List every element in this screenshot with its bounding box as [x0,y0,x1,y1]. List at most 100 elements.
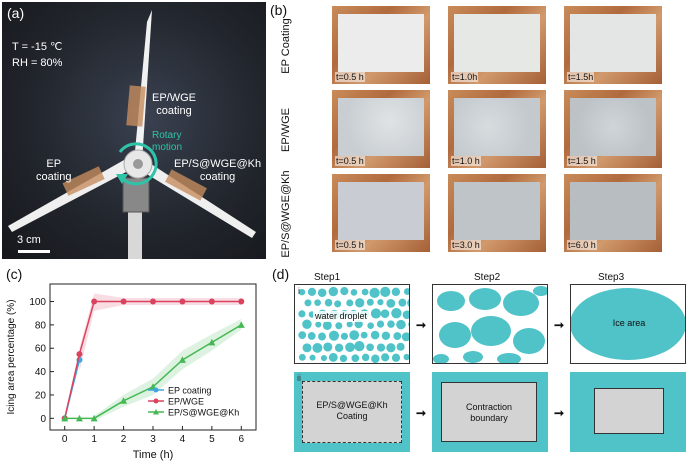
ep-s-wge-kh-error-band [94,319,242,421]
water-droplet [307,332,316,340]
water-droplet [402,310,409,320]
label-line: EP/WGE [152,92,197,104]
water-droplet [328,330,340,341]
water-droplet [376,320,385,328]
water-droplet [304,299,312,307]
y-axis-label: Icing area percentage (%) [6,299,17,414]
ep-wge-point [150,298,156,305]
photo-ep-wge-1: t=0.5 h [332,90,430,168]
water-droplet [369,287,380,299]
time-label: t=6.0 h [567,240,597,250]
arrow-right-icon: ➞ [554,318,565,332]
merged-droplet [437,291,465,311]
water-droplet [370,308,382,319]
ep-s-wge-kh-line [64,324,242,420]
water-droplet [309,354,316,361]
ep-wge-line [63,300,242,419]
water-droplet [398,298,407,307]
water-droplet-label: water droplet [313,311,370,322]
ep-s-wge-kh-point [120,397,128,404]
arrow-right-icon: ➞ [554,406,565,420]
row-label-ii: ii [297,373,301,383]
water-droplet [391,353,401,362]
coating-surface [570,182,656,240]
water-droplet [298,331,307,340]
label-line: Contraction [465,402,513,412]
ep-wge-point [91,298,98,305]
row-label-ep-wge: EP/WGE [280,107,292,153]
merged-droplets-pattern [433,286,547,363]
y-tick-label: 20 [35,390,47,401]
ep-s-wge-kh-point [90,414,98,422]
ep-wge-point [76,351,83,358]
humidity-text: RH = 80% [12,57,63,69]
time-label: t=1.5h [567,72,595,82]
ep-s-wge-kh-point [178,356,186,363]
photo-ep-s-wge-kh-3: t=6.0 h [564,174,662,252]
water-droplet [393,332,402,340]
water-droplet [376,343,386,352]
label-line: coating [199,171,236,183]
water-droplet [386,298,396,308]
ep-s-wge-kh-point [208,338,216,346]
contraction-boundary-label: Contraction boundary [446,402,532,424]
water-droplet [328,352,338,362]
shrunk-area [594,388,664,434]
water-droplet [387,320,395,328]
water-droplet [351,354,360,363]
step-1-label: Step1 [314,272,341,283]
merged-droplet [439,322,471,348]
row-label-i: i [298,286,300,296]
x-tick-label: 0 [62,434,68,445]
ep-s-wge-kh-point [237,321,245,328]
panel-d-schematic: (d) Step1 Step2 Step3 i water droplet ➞ … [270,262,692,465]
x-tick-label: 4 [180,434,186,445]
rotary-motion-label: Rotary motion [152,130,182,154]
step-2-label: Step2 [474,272,501,283]
water-droplet [334,300,342,308]
water-droplet [328,286,339,297]
coating-surface [338,182,424,240]
photo-ep-s-wge-kh-2: t=3.0 h [448,174,546,252]
label-line: Coating [336,411,368,421]
label-ep-wge-coating: EP/WGE coating [152,92,196,118]
time-label: t=1.0h [451,72,479,82]
x-tick-label: 5 [209,434,215,445]
water-droplet [403,288,409,295]
ep-s-wge-kh-point [61,414,69,422]
time-label: t=0.5 h [335,156,365,166]
coating-border-box-1: ii EP/S@WGE@Kh Coating [294,372,410,452]
coating-surface [338,98,424,156]
ep-wge-point [120,298,127,305]
arrow-right-icon: ➞ [416,406,427,420]
row-label-ep-coating: EP Coating [280,18,292,74]
scale-bar [18,250,50,253]
label-ep-s-wge-kh-coating: EP/S@WGE@Kh coating [174,158,261,184]
ep-s-wge-kh-point [75,414,83,422]
merged-droplet [503,290,539,316]
y-tick-label: 100 [29,297,46,308]
merged-droplet [533,286,547,296]
x-axis-label: Time (h) [133,449,174,461]
x-tick-label: 6 [239,434,245,445]
temperature-text: T = -15 ℃ [12,41,63,53]
water-droplet [380,286,391,297]
photo-ep-coating-2: t=1.0h [448,6,546,84]
water-droplet [360,331,368,339]
water-droplet [318,332,327,341]
water-droplet [408,322,409,327]
water-droplet [323,342,333,352]
coating-area [302,381,402,443]
legend-marker-ep-wge [153,398,159,404]
water-droplet [396,342,405,351]
water-droplet [381,353,390,362]
water-droplet [366,298,374,306]
water-droplet [322,320,332,330]
step2-merged-box [432,284,548,364]
coating-surface [454,98,540,156]
ep-wge-point [208,298,215,305]
legend-marker-ep-s-wge-kh [153,409,159,415]
water-droplet [314,299,321,306]
water-droplet [312,342,323,353]
coating-surface [570,14,656,72]
